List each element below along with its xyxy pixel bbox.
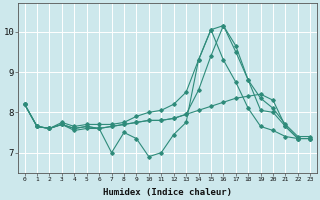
X-axis label: Humidex (Indice chaleur): Humidex (Indice chaleur) <box>103 188 232 197</box>
